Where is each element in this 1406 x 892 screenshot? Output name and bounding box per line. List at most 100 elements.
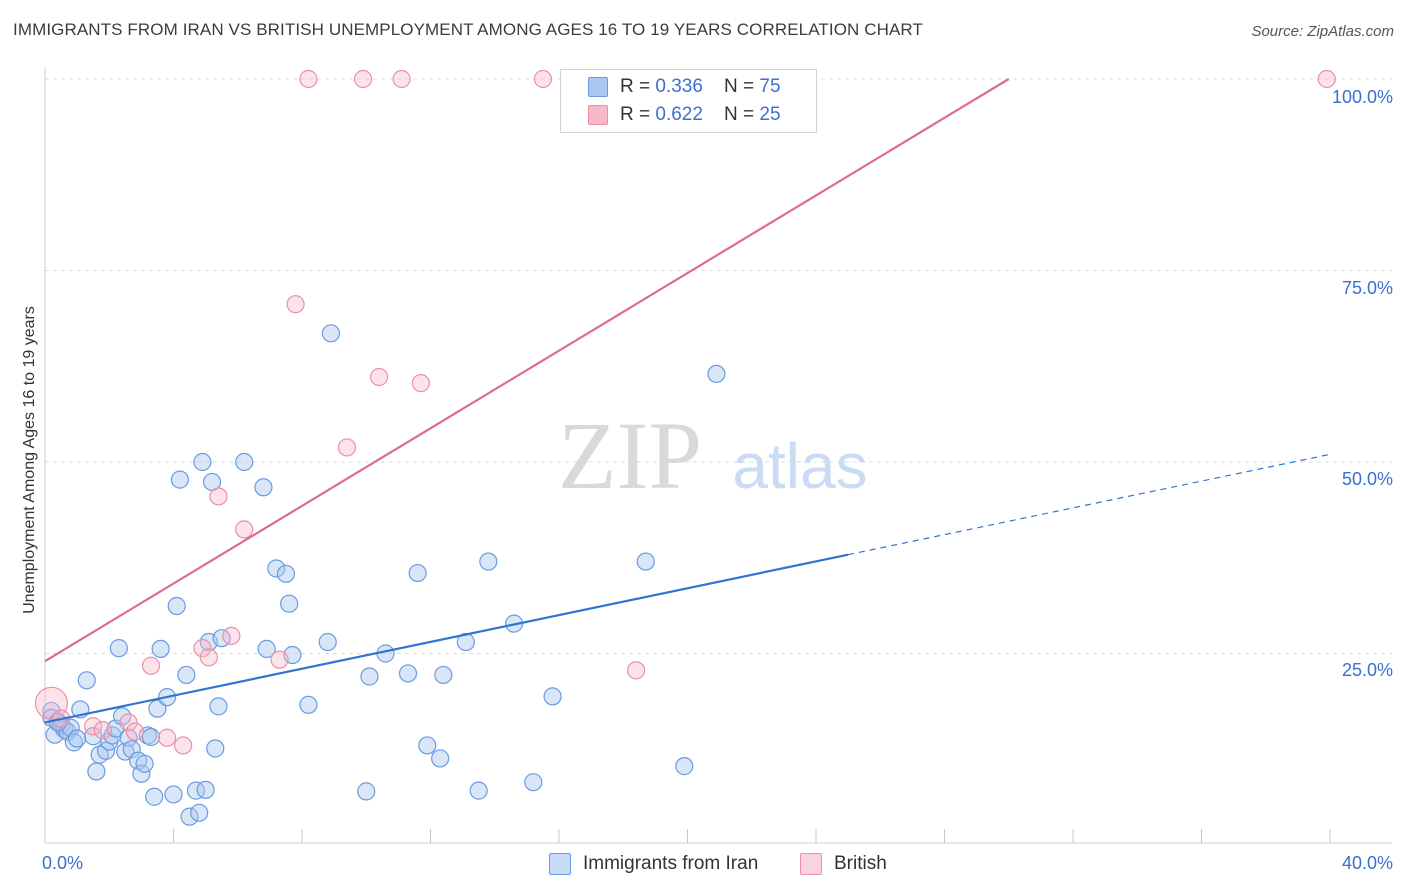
trend-line-british [44,78,1010,663]
data-point-british [353,69,373,89]
watermark: ZIP atlas [558,402,868,509]
data-point-immigrants [675,757,694,776]
data-point-immigrants [122,740,141,759]
data-point-immigrants [132,764,151,783]
legend-r-value: 0.622 [655,104,703,125]
y-tick-25: 25.0% [1341,660,1393,680]
data-point-immigrants [408,563,427,583]
data-point-british [270,650,289,669]
data-point-british [93,720,112,740]
data-point-immigrants [164,785,183,804]
legend-swatch-pink [588,105,608,125]
data-point-british [370,367,389,387]
watermark-atlas: atlas [732,430,867,502]
trend-line-immigrants-extension [848,453,1331,556]
legend-n-label: N = [724,104,760,125]
data-point-british [119,713,138,732]
data-point-immigrants [145,787,164,806]
data-point-immigrants [170,470,190,489]
data-point-immigrants [190,803,209,822]
data-point-immigrants [299,695,318,714]
data-point-immigrants [257,639,276,659]
data-point-immigrants [135,754,154,773]
data-point-immigrants [276,564,296,583]
data-point-british [533,69,553,89]
watermark-zip: ZIP [558,402,702,509]
trend-lines [44,78,1331,724]
data-point-immigrants [357,782,376,801]
source-label: Source: ZipAtlas.com [1251,23,1394,40]
data-point-british [626,661,646,680]
data-point-immigrants [196,780,215,799]
data-point-british [141,656,161,675]
legend-swatch-blue [588,77,608,97]
legend-r-label: R = [620,76,656,97]
data-point-immigrants [180,807,199,826]
data-point-immigrants [84,727,103,746]
data-point-immigrants [280,594,299,613]
data-point-immigrants [235,452,254,472]
data-point-immigrants [479,552,498,571]
x-tick-max: 40.0% [1341,853,1393,873]
y-tick-100: 100.0% [1331,87,1393,107]
data-point-british [1317,69,1336,89]
data-point-immigrants [68,729,87,748]
legend-r-value: 0.336 [655,76,703,97]
data-point-british [235,520,254,539]
data-point-british [193,639,212,658]
data-point-immigrants [267,559,286,578]
series-immigrants-points [42,324,726,826]
data-point-british [392,69,411,89]
axes [44,67,1392,844]
data-point-immigrants [177,665,196,685]
data-point-british [84,717,103,736]
data-point-immigrants [398,664,418,683]
data-point-british [299,69,318,89]
data-point-immigrants [431,749,450,768]
bottom-legend-swatch-blue [549,853,571,875]
data-point-british [209,487,228,506]
bottom-legend-label: Immigrants from Iran [583,853,759,874]
data-point-immigrants [636,552,655,571]
data-point-british [286,295,305,314]
trend-line-immigrants [44,553,849,724]
data-point-immigrants [321,324,341,343]
stats-legend: R = 0.336 N = 75 R = 0.622 N = 25 [560,69,817,133]
legend-n-label: N = [724,76,760,97]
data-point-immigrants [77,671,96,690]
chart-title: IMMIGRANTS FROM IRAN VS BRITISH UNEMPLOY… [13,20,923,39]
data-point-immigrants [167,596,186,616]
data-point-immigrants [524,773,543,792]
bottom-legend-swatch-pink [800,853,822,875]
data-point-immigrants [209,697,228,716]
data-point-british [34,686,69,720]
data-point-immigrants [151,639,170,659]
data-point-immigrants [109,639,128,658]
data-point-immigrants [87,762,106,781]
data-point-immigrants [206,739,225,758]
y-tick-50: 50.0% [1341,469,1393,489]
data-point-immigrants [186,781,206,800]
data-point-immigrants [141,727,161,747]
data-point-immigrants [434,665,453,685]
data-point-immigrants [193,452,212,472]
data-point-immigrants [418,736,437,755]
legend-n-value: 25 [759,104,781,125]
data-point-immigrants [543,687,562,706]
data-point-british [174,736,193,755]
legend-n-value: 75 [759,76,781,97]
x-tick-min: 0.0% [42,853,84,873]
data-point-british [222,626,241,645]
legend-r-label: R = [620,104,656,125]
bottom-legend-immigrants: Immigrants from Iran [549,852,758,876]
data-point-immigrants [55,720,74,739]
data-point-british [157,728,177,747]
data-point-immigrants [707,364,726,384]
y-tick-75: 75.0% [1341,278,1393,298]
data-point-british [337,438,357,457]
data-point-british [411,374,430,393]
bottom-legend-label: British [834,853,887,874]
series-british-points [34,69,1336,755]
data-point-immigrants [318,632,337,652]
